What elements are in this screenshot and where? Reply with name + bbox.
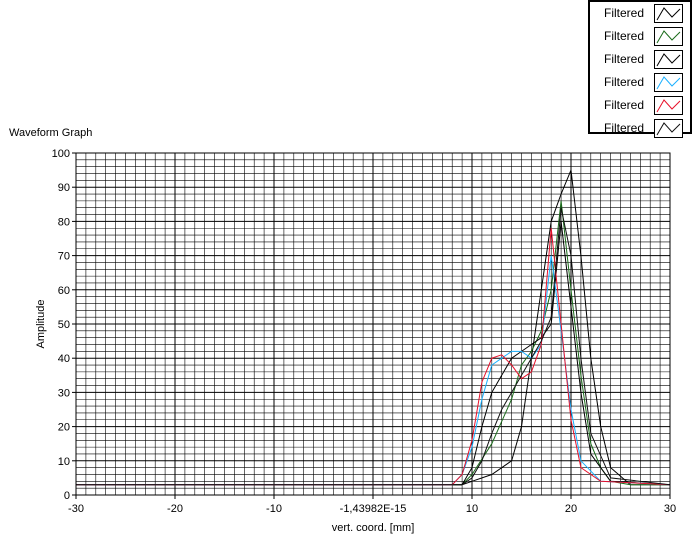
legend-label: Filtered — [604, 121, 645, 135]
legend-label: Filtered — [604, 75, 645, 89]
y-tick-label: 80 — [58, 216, 70, 228]
legend: Filtered Filtered Filtered Filtered Filt… — [588, 0, 692, 138]
y-tick-label: 60 — [58, 285, 70, 297]
legend-swatch-path — [656, 99, 681, 113]
legend-label: Filtered — [604, 98, 645, 112]
x-tick-label: -1,43982E-15 — [340, 503, 407, 515]
x-tick-label: 10 — [466, 503, 478, 515]
legend-label: Filtered — [604, 29, 645, 43]
legend-swatch-line — [656, 53, 681, 67]
legend-swatch-line — [656, 30, 681, 44]
series-line-5 — [76, 207, 671, 486]
legend-item: Filtered — [590, 117, 690, 140]
legend-swatch — [654, 96, 683, 115]
y-tick-label: 0 — [64, 490, 70, 502]
legend-item: Filtered — [590, 48, 690, 71]
legend-item: Filtered — [590, 25, 690, 48]
y-tick-label: 20 — [58, 422, 70, 434]
legend-swatch-path — [656, 53, 681, 67]
y-tick-label: 100 — [52, 148, 70, 160]
grid — [75, 152, 671, 496]
x-tick-label: 20 — [565, 503, 577, 515]
legend-swatch — [654, 119, 683, 138]
legend-swatch-line — [656, 76, 681, 90]
y-tick-label: 90 — [58, 182, 70, 194]
x-tick-label: 30 — [664, 503, 676, 515]
legend-swatch — [654, 73, 683, 92]
y-tick-label: 50 — [58, 319, 70, 331]
x-axis-label: vert. coord. [mm] — [332, 522, 415, 534]
x-tick-label: -30 — [68, 503, 84, 515]
legend-swatch — [654, 4, 683, 23]
series-layer — [76, 168, 671, 486]
legend-item: Filtered — [590, 71, 690, 94]
y-tick-label: 40 — [58, 353, 70, 365]
legend-swatch-path — [656, 30, 681, 44]
legend-item: Filtered — [590, 2, 690, 25]
y-tick-label: 70 — [58, 251, 70, 263]
legend-swatch — [654, 27, 683, 46]
legend-swatch-line — [656, 7, 681, 21]
x-tick-label: -10 — [266, 503, 282, 515]
legend-swatch-path — [656, 122, 681, 136]
legend-label: Filtered — [604, 6, 645, 20]
y-axis-label: Amplitude — [35, 300, 47, 349]
legend-swatch-line — [656, 99, 681, 113]
legend-label: Filtered — [604, 52, 645, 66]
x-tick-label: -20 — [167, 503, 183, 515]
y-tick-label: 10 — [58, 456, 70, 468]
legend-swatch-path — [656, 7, 681, 21]
y-tick-label: 30 — [58, 387, 70, 399]
legend-swatch — [654, 50, 683, 69]
legend-swatch-path — [656, 76, 681, 90]
tick-labels: -30 -20 -10 -1,43982E-15 10 20 30 0 10 20 30 40 50 60… — [52, 148, 676, 515]
chart-title: Waveform Graph — [9, 127, 93, 139]
legend-item: Filtered — [590, 94, 690, 117]
legend-swatch-line — [656, 122, 681, 136]
